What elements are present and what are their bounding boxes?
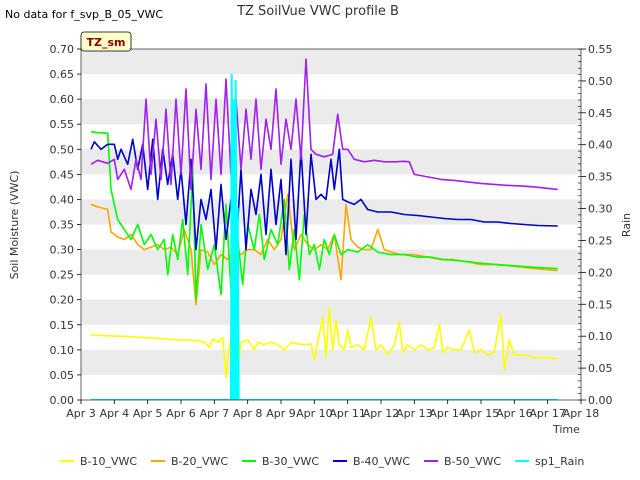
y-tick-label: 0.10 [50,344,75,357]
y-tick-label: 0.45 [50,168,75,181]
y2-tick-label: 0.45 [588,107,613,120]
y-tick-label: 0.40 [50,193,75,206]
legend-label: B-50_VWC [444,455,501,468]
grid-band [81,199,581,225]
y-tick-label: 0.15 [50,319,75,332]
x-tick-label: Apr 9 [266,407,296,420]
x-tick-label: Apr 5 [133,407,163,420]
series-line-B-10_VWC [90,306,558,379]
y2-tick-label: 0.00 [588,394,613,407]
y2-tick-label: 0.05 [588,362,613,375]
x-tick-label: Apr 7 [200,407,230,420]
x-axis-label: Time [552,423,580,436]
y2-tick-label: 0.25 [588,234,613,247]
x-tick-label: Apr 10 [296,407,333,420]
y-axis-label: Soil Moisture (VWC) [8,171,21,280]
y-tick-label: 0.50 [50,143,75,156]
x-tick-label: Apr 15 [463,407,500,420]
x-tick-label: Apr 18 [563,407,600,420]
x-tick-label: Apr 3 [66,407,96,420]
site-badge-label: TZ_sm [87,36,126,49]
grid-band [81,349,581,375]
series-line-B-50_VWC [90,58,558,191]
x-tick-label: Apr 17 [529,407,566,420]
y2-tick-label: 0.20 [588,266,613,279]
y-tick-label: 0.65 [50,68,75,81]
y-tick-label: 0.70 [50,43,75,56]
y-tick-label: 0.60 [50,93,75,106]
series-line-B-30_VWC [90,130,558,301]
y2-tick-label: 0.10 [588,330,613,343]
y2-tick-label: 0.30 [588,203,613,216]
legend: B-10_VWC B-20_VWC B-30_VWC B-40_VWC B-50_VWC… [60,455,584,468]
legend-label: B-30_VWC [262,455,319,468]
site-badge: TZ_sm [80,31,132,52]
x-tick-label: Apr 6 [166,407,196,420]
y-axis-ticks: 0.00 0.05 0.10 0.15 0.20 0.25 0.30 0.35 0.40 0.45… [50,43,81,407]
y-tick-label: 0.35 [50,219,75,232]
legend-label: B-40_VWC [353,455,410,468]
y2-axis-label: Rain [620,213,633,237]
y-tick-label: 0.05 [50,369,75,382]
series-line-sp1_Rain [91,73,558,400]
y2-tick-label: 0.35 [588,171,613,184]
y-tick-label: 0.25 [50,269,75,282]
no-data-note: No data for f_svp_B_05_VWC [5,8,163,21]
y-tick-label: 0.30 [50,244,75,257]
chart-title: TZ SoilVue VWC profile B [236,4,399,19]
grid-band [81,249,581,275]
y2-tick-label: 0.40 [588,139,613,152]
y-tick-label: 0.20 [50,294,75,307]
y-tick-label: 0.00 [50,394,75,407]
x-tick-label: Apr 16 [496,407,533,420]
legend-label: B-10_VWC [80,455,137,468]
series-layer [90,58,558,400]
y2-tick-label: 0.15 [588,298,613,311]
x-tick-label: Apr 8 [233,407,263,420]
x-tick-label: Apr 4 [100,407,130,420]
legend-label: sp1_Rain [535,455,584,468]
x-tick-label: Apr 13 [396,407,433,420]
y2-axis-ticks: 0.00 0.05 0.10 0.15 0.20 0.25 0.30 0.35 0.40 0.45… [578,43,613,407]
legend-label: B-20_VWC [171,455,228,468]
grid-band [81,49,581,75]
grid-band [81,99,581,125]
y-tick-label: 0.55 [50,118,75,131]
x-tick-label: Apr 12 [363,407,400,420]
y2-tick-label: 0.50 [588,75,613,88]
x-tick-label: Apr 14 [429,407,466,420]
x-axis-ticks: Apr 3 Apr 4 Apr 5 Apr 6 Apr 7 Apr 8 Apr 9 Apr 1… [66,400,599,420]
y2-tick-label: 0.55 [588,43,613,56]
x-tick-label: Apr 11 [329,407,366,420]
